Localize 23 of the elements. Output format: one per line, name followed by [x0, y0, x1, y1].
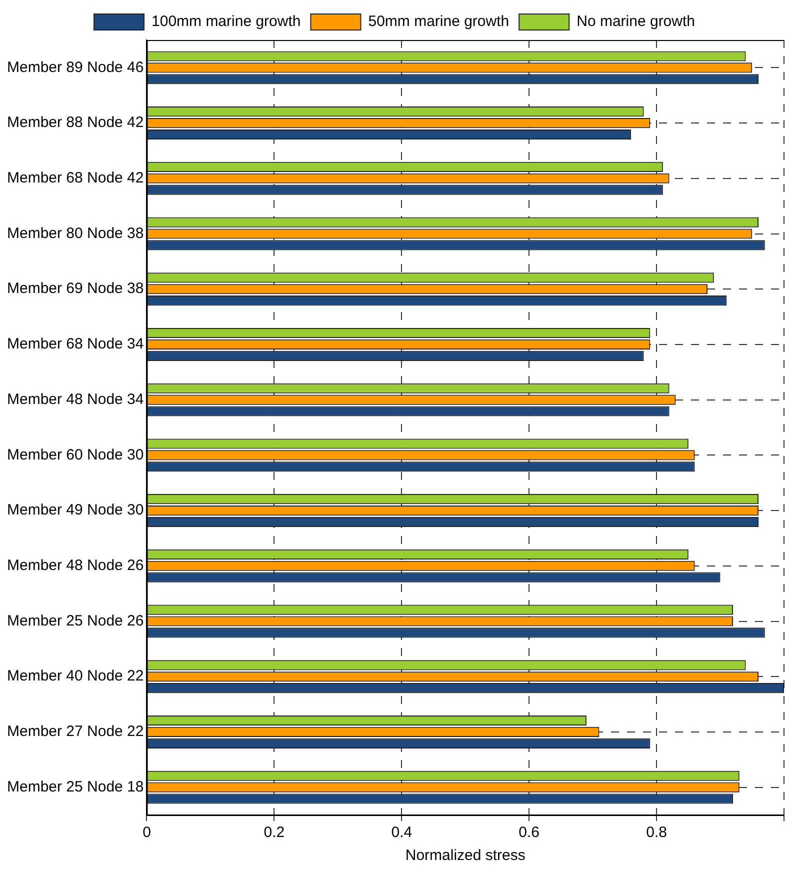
- x-tick-label: 0.2: [264, 824, 285, 842]
- y-tick-label: Member 25 Node 18: [6, 778, 144, 796]
- y-tick-label: Member 48 Node 26: [6, 557, 144, 574]
- y-tick-label: Member 68 Node 42: [6, 170, 144, 187]
- legend-label: 50mm marine growth: [368, 13, 510, 30]
- x-axis-title: Normalized stress: [405, 847, 526, 864]
- legend-label: 100mm marine growth: [152, 13, 301, 30]
- x-tick-label: 0: [142, 824, 151, 842]
- y-tick-label: Member 25 Node 26: [6, 612, 144, 630]
- y-tick-label: Member 27 Node 22: [6, 723, 144, 740]
- y-tick-label: Member 40 Node 22: [6, 668, 144, 685]
- y-tick-label: Member 60 Node 30: [6, 446, 144, 464]
- legend-label: No marine growth: [576, 13, 695, 30]
- x-tick-label: 0.4: [391, 824, 412, 842]
- y-tick-label: Member 69 Node 38: [6, 280, 144, 298]
- y-tick-label: Member 49 Node 30: [6, 502, 144, 519]
- y-tick-label: Member 48 Node 34: [6, 390, 144, 408]
- y-tick-label: Member 89 Node 46: [6, 58, 144, 76]
- y-tick-label: Member 88 Node 42: [6, 114, 144, 132]
- y-tick-label: Member 68 Node 34: [6, 336, 144, 353]
- x-tick-label: 0.6: [518, 824, 540, 842]
- y-tick-label: Member 80 Node 38: [6, 224, 144, 242]
- x-tick-label: 0.8: [646, 824, 667, 842]
